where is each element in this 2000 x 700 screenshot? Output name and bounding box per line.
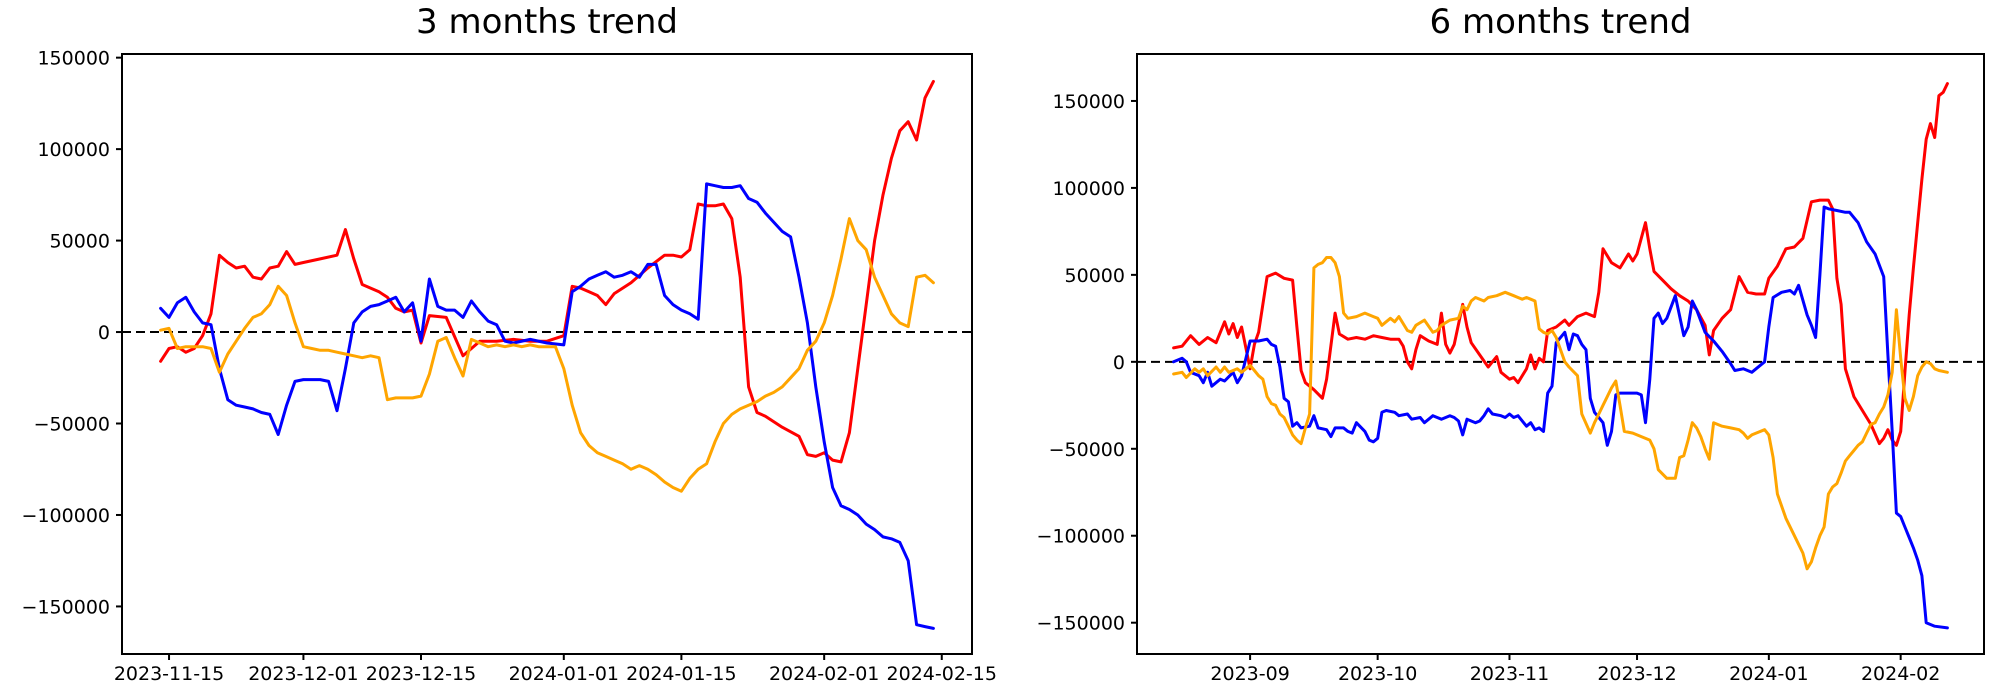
y-tick-label: −150000 [22,596,110,618]
y-tick-label: −100000 [22,505,110,527]
plot-border [1136,53,1985,655]
x-tick-label: 2024-02 [1861,663,1940,685]
chart1-title: 3 months trend [416,2,678,42]
x-tick-label: 2024-02-01 [769,663,879,685]
x-tick-label: 2023-12 [1597,663,1676,685]
y-tick-label: 150000 [37,48,110,70]
x-tick-label: 2023-11-15 [114,663,224,685]
y-tick-label: 50000 [1065,265,1125,287]
plot-border [121,53,973,655]
y-tick-label: −50000 [1049,439,1125,461]
x-tick-label: 2024-01-01 [509,663,619,685]
x-tick-label: 2024-01 [1729,663,1808,685]
orange-series-line [159,217,935,493]
x-tick-label: 2024-01-15 [626,663,736,685]
x-tick-label: 2023-12-01 [248,663,358,685]
x-tick-label: 2023-11 [1470,663,1549,685]
orange-series-line [1172,256,1949,571]
y-tick-label: −150000 [1037,613,1125,635]
x-tick-label: 2023-10 [1338,663,1417,685]
y-tick-label: −100000 [1037,526,1125,548]
x-tick-label: 2024-02-15 [887,663,997,685]
y-tick-label: 100000 [1052,178,1125,200]
y-tick-label: 100000 [37,139,110,161]
y-tick-label: 0 [98,322,110,344]
chart2-title: 6 months trend [1429,2,1692,42]
x-tick-label: 2023-12-15 [366,663,476,685]
y-tick-label: 150000 [1052,91,1125,113]
y-tick-label: 50000 [50,231,110,253]
red-series-line [1172,82,1949,447]
y-tick-label: 0 [1113,352,1125,374]
x-tick-label: 2023-09 [1210,663,1289,685]
blue-series-line [159,182,935,630]
y-tick-label: −50000 [34,414,110,436]
blue-series-line [1172,205,1949,630]
